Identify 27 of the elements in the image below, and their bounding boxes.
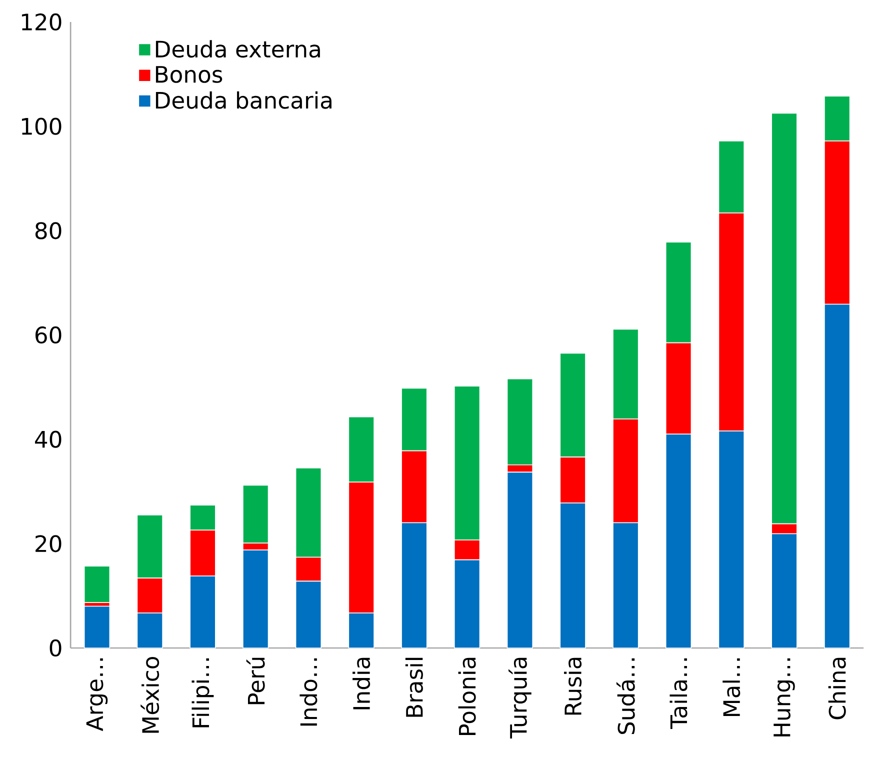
x-tick-label: Taila… [670,658,688,730]
legend-label: Deuda externa [156,40,320,58]
x-tick-label: Turquía [508,658,532,738]
x-tick-label: Sudá… [616,658,635,734]
bar [84,606,110,648]
x-tick-label: Mal… [722,658,740,716]
y-tick-label: 120 [22,13,62,31]
y-tick-label: 80 [35,222,62,240]
x-tick-label: México [140,657,160,733]
x-tick-label: Arge… [86,658,108,732]
x-tick-label: India [352,658,370,710]
x-tick-label: Filipi… [192,658,214,728]
y-tick-label: 0 [50,639,62,657]
legend-label: Bonos [156,66,222,83]
x-tick-label: Indo… [300,658,318,726]
y-tick-label: 20 [36,535,62,552]
y-tick-label: 100 [22,118,62,135]
bar [84,566,110,604]
y-tick-label: 40 [35,430,62,448]
x-tick-label: Rusia [564,658,582,715]
legend-label: Deuda bancaria [156,91,332,109]
x-tick-label: Perú [246,658,265,704]
y-tick-label: 60 [36,326,62,344]
x-tick-label: Hung… [774,658,795,736]
x-tick-label: China [828,658,846,720]
x-tick-label: Brasil [405,658,423,717]
x-tick-label: Polonia [458,658,476,736]
